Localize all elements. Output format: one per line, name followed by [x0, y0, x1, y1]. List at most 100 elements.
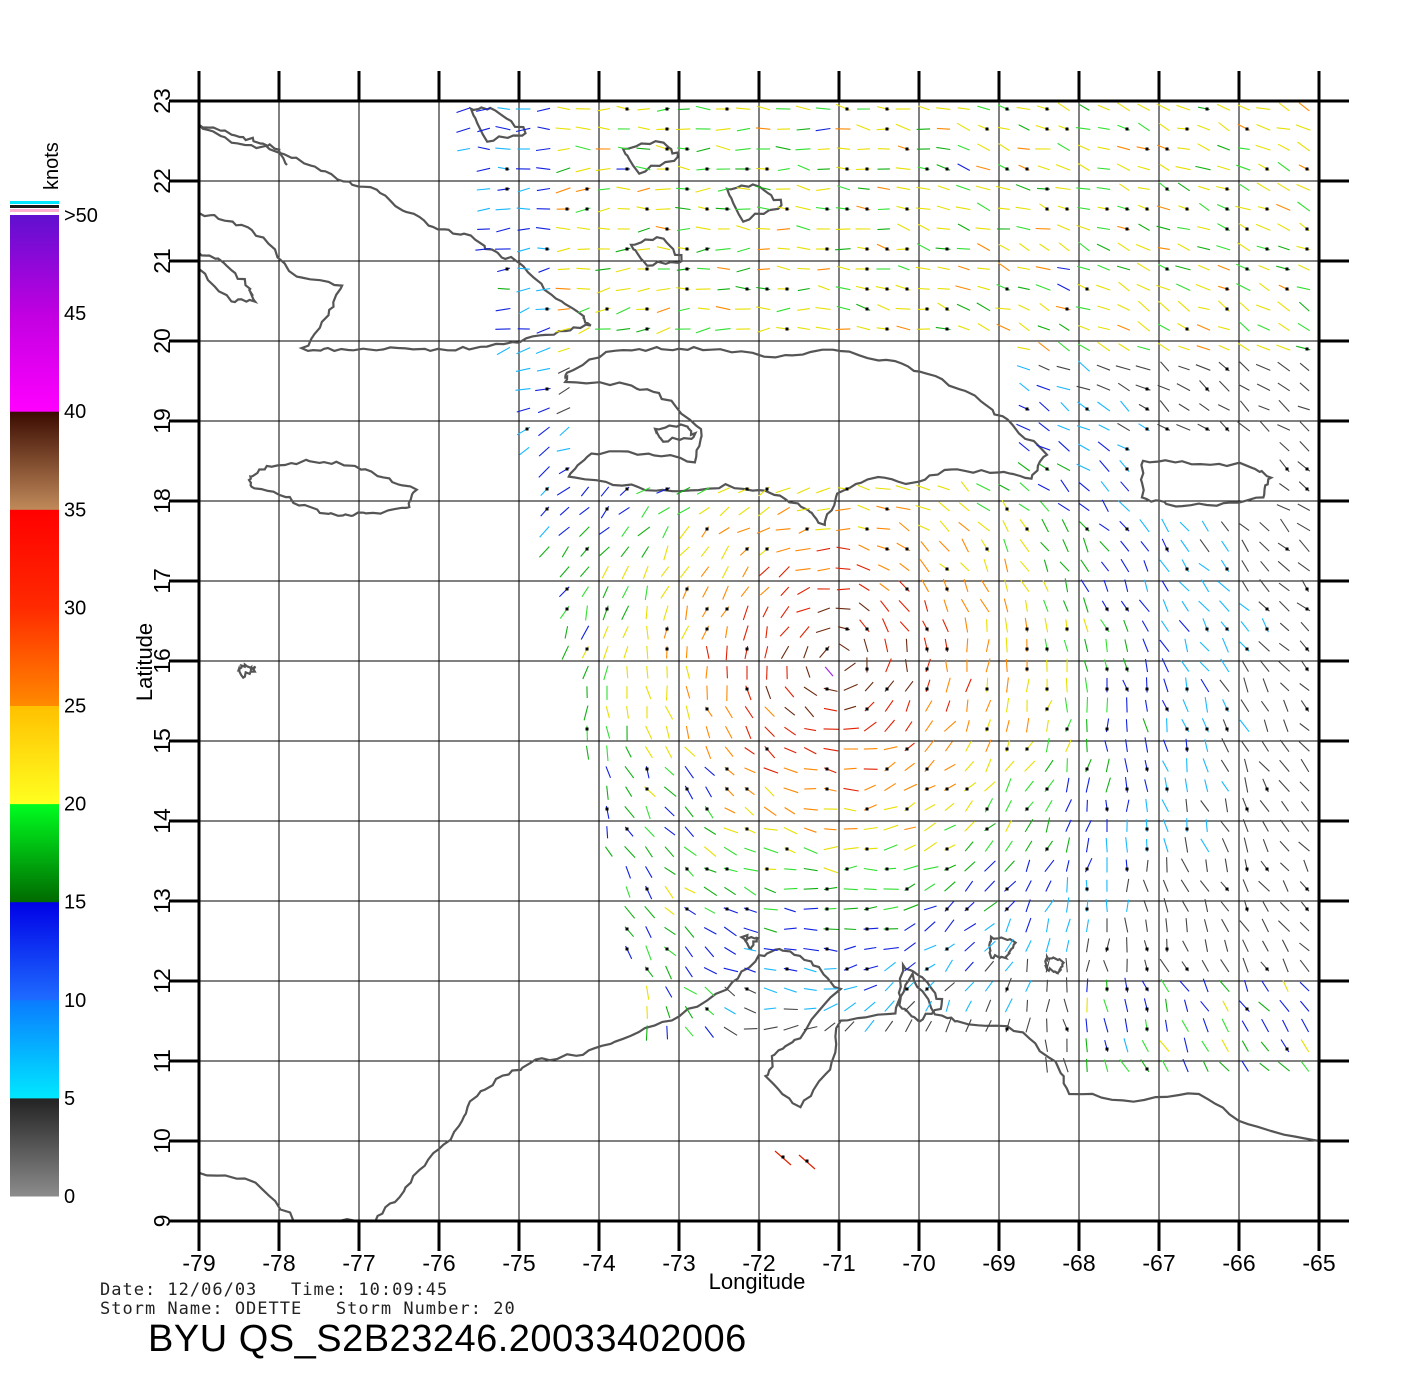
wind-vector: [1217, 404, 1230, 411]
wind-vector: [863, 984, 878, 991]
rain-flag-dot: [885, 767, 889, 771]
wind-vector: [1201, 1040, 1210, 1052]
rain-flag-dot: [825, 947, 829, 951]
rain-flag-dot: [705, 807, 709, 811]
wind-vector: [724, 746, 734, 757]
wind-vector: [736, 225, 751, 231]
wind-vector: [1106, 697, 1109, 713]
rain-flag-dot: [1305, 467, 1309, 471]
y-tick-label: 16: [149, 648, 175, 674]
wind-vector: [1261, 900, 1269, 912]
wind-vector: [1205, 859, 1208, 872]
wind-vector: [844, 928, 857, 931]
rain-flag-dot: [565, 467, 569, 471]
wind-vector: [877, 304, 891, 311]
wind-vector: [620, 546, 630, 558]
wind-vector: [1035, 227, 1051, 230]
rain-flag-dot: [845, 107, 849, 111]
wind-vector: [1202, 1059, 1209, 1072]
wind-vector: [1040, 501, 1050, 512]
wind-vector: [744, 806, 755, 816]
rain-flag-dot: [1005, 167, 1009, 171]
rain-flag-dot: [1185, 127, 1189, 131]
wind-vector: [558, 386, 570, 395]
wind-vector: [985, 658, 991, 673]
rain-flag-dot: [1145, 827, 1149, 831]
wind-vector: [1018, 441, 1030, 452]
wind-vector: [1065, 977, 1068, 993]
wind-vector: [724, 706, 733, 719]
wind-vector: [977, 323, 990, 332]
wind-vector: [1162, 760, 1169, 772]
wind-vector: [1279, 819, 1290, 833]
wind-vector: [783, 1008, 798, 1011]
wind-vector: [664, 826, 676, 836]
wind-vector: [985, 999, 992, 1013]
wind-vector: [1300, 801, 1310, 812]
wind-vector: [539, 526, 550, 538]
wind-vector: [1219, 679, 1230, 693]
wind-vector: [1065, 918, 1071, 933]
wind-vector: [817, 607, 830, 614]
wind-vector: [723, 926, 737, 937]
wind-vector: [875, 487, 891, 490]
wind-vector: [957, 223, 970, 231]
wind-vector: [1058, 440, 1070, 452]
wind-vector: [736, 187, 751, 190]
wind-vector: [985, 699, 992, 712]
wind-vector: [685, 605, 688, 621]
wind-vector: [1045, 737, 1050, 753]
wind-vector: [1239, 361, 1250, 372]
wind-vector: [1299, 1000, 1310, 1012]
wind-vector: [1178, 365, 1190, 371]
wind-vector: [1216, 245, 1231, 251]
wind-vector: [916, 128, 931, 130]
wind-vector: [537, 126, 550, 131]
jamaica-coast: [247, 458, 419, 518]
rain-flag-dot: [1225, 707, 1229, 711]
wind-vector: [1277, 161, 1291, 172]
legend-label: 10: [64, 990, 86, 1012]
rain-flag-dot: [605, 607, 609, 611]
rain-flag-dot: [1265, 867, 1269, 871]
wind-vector: [1299, 723, 1310, 732]
wind-vector: [579, 526, 590, 537]
wind-vector: [585, 745, 590, 760]
wind-vector: [1036, 444, 1051, 451]
wind-vector: [1003, 598, 1009, 613]
rain-flag-dot: [845, 167, 849, 171]
wind-vector: [756, 306, 771, 311]
wind-vector: [559, 566, 570, 578]
wind-vector: [915, 504, 931, 511]
wind-vector: [884, 699, 894, 712]
rain-flag-dot: [905, 807, 909, 811]
rain-flag-dot: [1145, 847, 1149, 851]
wind-vector: [884, 981, 894, 992]
wind-vector: [1136, 283, 1151, 291]
rain-flag-dot: [1265, 167, 1269, 171]
wind-vector: [621, 605, 630, 620]
wind-vector: [646, 1006, 648, 1019]
wind-vector: [1239, 400, 1250, 412]
wind-vector: [1077, 144, 1090, 151]
wind-vector: [1085, 1038, 1088, 1053]
wind-vector: [1298, 102, 1310, 112]
wind-vector: [1181, 1020, 1189, 1032]
cuba-north-islet: [199, 123, 288, 166]
wind-vector: [1117, 324, 1131, 331]
wind-vector: [664, 926, 676, 936]
wind-vector: [844, 705, 857, 711]
wind-vector: [1240, 699, 1250, 713]
wind-vector: [705, 745, 712, 759]
wind-vector: [1142, 718, 1149, 733]
wind-vector: [921, 579, 930, 593]
wind-vector: [1124, 1018, 1129, 1033]
wind-vector: [555, 327, 571, 333]
legend-label: >50: [64, 205, 98, 227]
wind-vector: [844, 945, 856, 951]
rain-flag-dot: [1145, 767, 1149, 771]
wind-vector: [1065, 739, 1072, 753]
wind-vector: [1076, 463, 1091, 471]
rain-flag-dot: [885, 247, 889, 251]
wind-vector: [1185, 798, 1188, 813]
